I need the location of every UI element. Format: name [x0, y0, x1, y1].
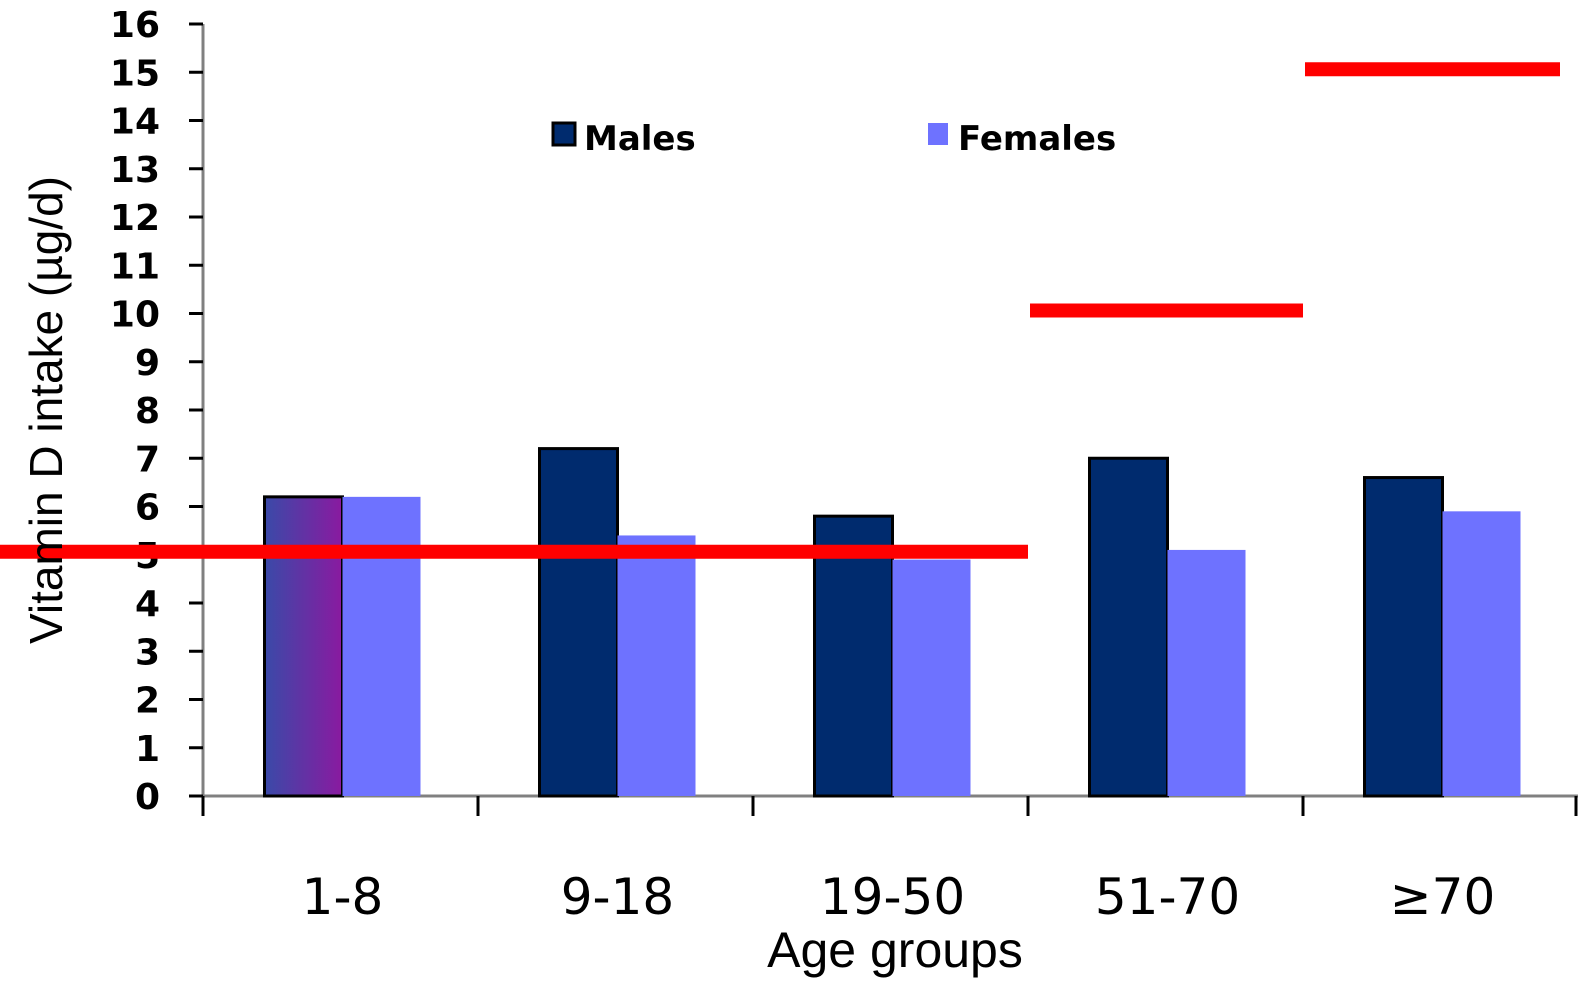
y-tick-label: 6: [135, 488, 160, 529]
bar-males: [538, 447, 619, 798]
legend-label-females: Females: [958, 119, 1116, 159]
y-tick-label: 3: [135, 632, 160, 673]
legend: Males Females: [551, 119, 1116, 159]
y-tick-label: 8: [135, 391, 160, 432]
y-tick-label: 14: [110, 102, 160, 143]
y-tick-label: 0: [135, 777, 160, 818]
bar-females: [1442, 511, 1521, 796]
y-axis-title: Vitamin D intake (µg/d): [20, 176, 72, 644]
y-tick-label: 7: [135, 439, 160, 480]
bar-males: [263, 495, 344, 798]
bars-group: [263, 447, 1521, 798]
bar-females: [1167, 549, 1246, 796]
bar-females: [892, 559, 971, 796]
y-tick-label: 16: [110, 5, 160, 46]
bar-males: [1088, 456, 1169, 798]
y-tick-label: 13: [110, 150, 160, 191]
legend-swatch-females: [928, 123, 948, 145]
y-tick-label: 11: [110, 246, 160, 287]
x-category-label: 9-18: [561, 868, 674, 926]
x-axis: 1-8 9-18 19-50 51-70 ≥70: [201, 794, 1578, 926]
reference-lines-group: [0, 62, 1560, 559]
y-tick-label: 10: [110, 295, 160, 336]
legend-label-males: Males: [584, 119, 696, 159]
bar-females: [617, 535, 696, 796]
x-category-label: 1-8: [302, 868, 384, 926]
y-tick-label: 12: [110, 198, 160, 239]
y-axis: 012345678910111213141516: [110, 5, 205, 818]
bar-males: [1363, 476, 1444, 798]
bar-males: [813, 514, 894, 798]
x-axis-title: Age groups: [767, 922, 1023, 978]
bar-females: [342, 496, 421, 796]
y-tick-label: 2: [135, 681, 160, 722]
x-category-label: ≥70: [1390, 868, 1496, 926]
y-tick-label: 1: [135, 729, 160, 770]
x-category-label: 51-70: [1095, 868, 1240, 926]
legend-swatch-males: [551, 121, 577, 147]
x-category-label: 19-50: [820, 868, 965, 926]
y-tick-label: 9: [135, 343, 160, 384]
y-tick-label: 4: [135, 584, 160, 625]
y-tick-label: 15: [110, 53, 160, 94]
